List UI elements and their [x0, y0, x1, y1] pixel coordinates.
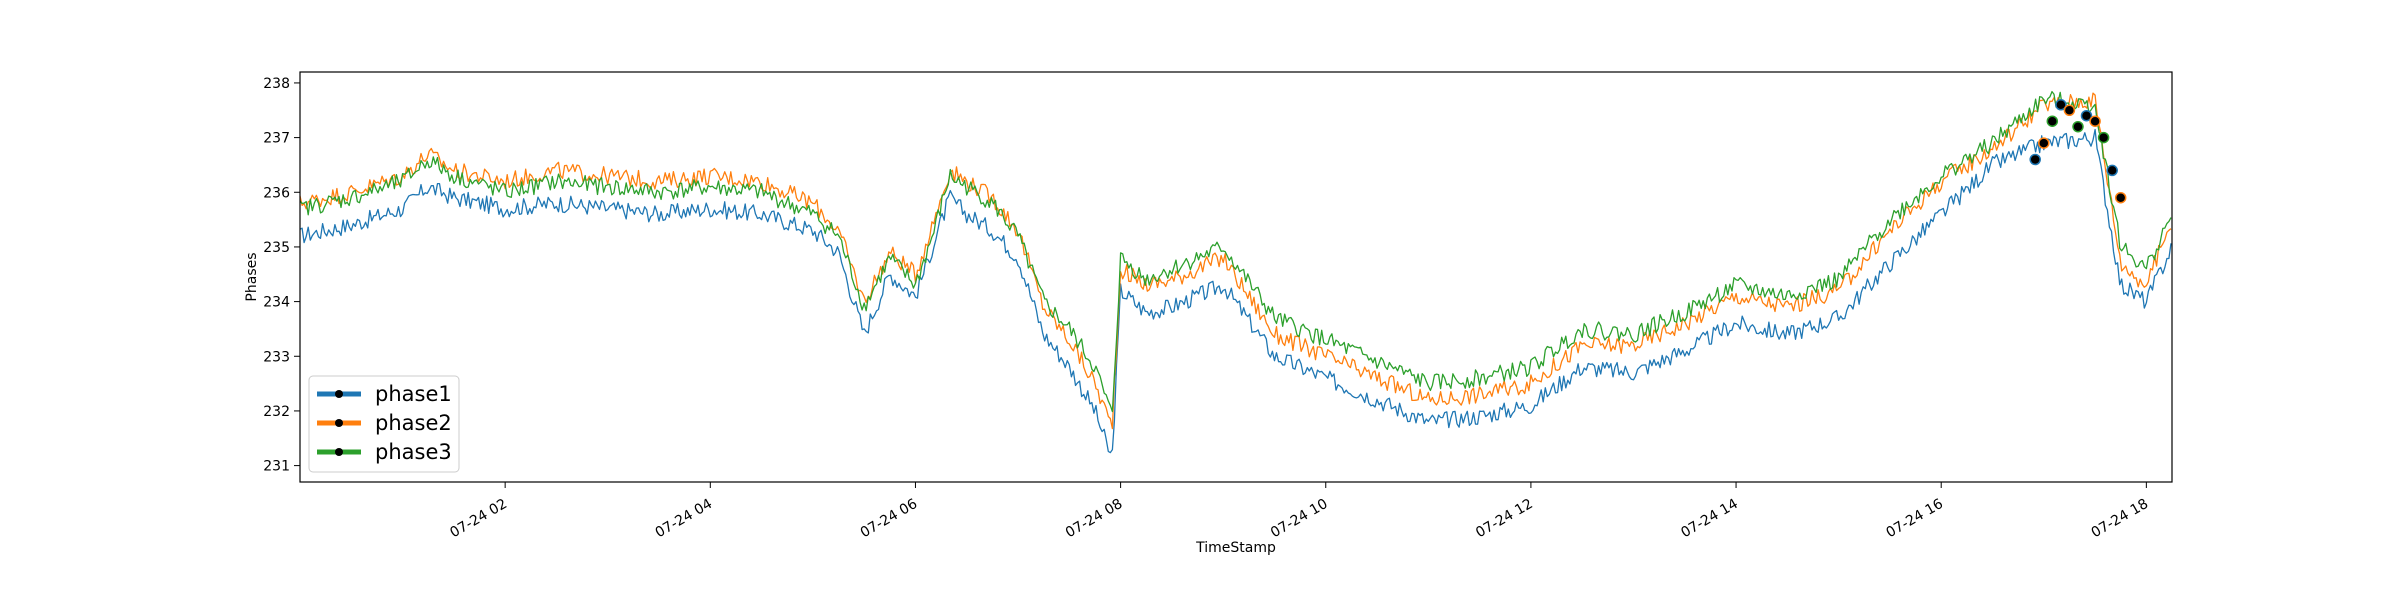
y-tick-label: 236	[263, 185, 290, 201]
legend-marker-phase3	[335, 448, 343, 456]
marker-point	[2097, 131, 2110, 144]
marker-point	[2106, 164, 2118, 177]
y-tick-label: 235	[263, 240, 290, 256]
y-axis-title: Phases	[244, 252, 260, 301]
marker-point	[2114, 191, 2127, 204]
legend-box	[308, 375, 460, 473]
legend-label-phase2: phase2	[375, 411, 452, 435]
series-line-phase1	[299, 128, 2172, 454]
legend-marker-phase2	[335, 419, 343, 427]
x-axis-title: TimeStamp	[1195, 540, 1276, 556]
marker-point	[2038, 137, 2050, 149]
marker-point	[2063, 104, 2076, 117]
legend-marker-phase1	[335, 390, 343, 398]
y-axis: 231 232 233 234 235 236 237 238	[263, 76, 300, 475]
marker-point	[2029, 153, 2041, 166]
y-tick-label: 232	[263, 404, 290, 420]
marker-point	[2055, 99, 2067, 111]
marker-point	[2072, 120, 2084, 133]
marker-point	[2080, 109, 2093, 122]
y-tick-label: 234	[263, 295, 290, 311]
y-tick-label: 231	[263, 459, 290, 475]
marker-layer	[2029, 99, 2127, 204]
series-layer	[299, 90, 2172, 454]
legend: phase1 phase2 phase3	[308, 375, 460, 473]
y-tick-label: 238	[263, 76, 290, 92]
marker-point	[2089, 115, 2101, 127]
legend-label-phase3: phase3	[375, 440, 452, 464]
y-tick-label: 237	[263, 131, 290, 147]
legend-label-phase1: phase1	[375, 382, 452, 406]
series-line-phase2	[299, 92, 2172, 430]
plot-frame	[299, 71, 2173, 483]
y-tick-label: 233	[263, 349, 290, 365]
series-line-phase3	[299, 90, 2172, 413]
marker-point	[2046, 115, 2059, 127]
